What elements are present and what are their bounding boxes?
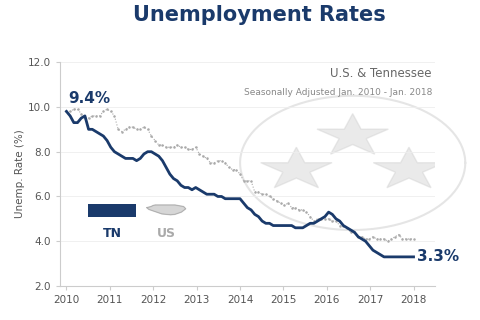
Text: 3.3%: 3.3%: [417, 249, 459, 264]
Polygon shape: [261, 147, 332, 188]
Polygon shape: [373, 147, 444, 188]
Y-axis label: Unemp. Rate (%): Unemp. Rate (%): [15, 130, 25, 219]
Polygon shape: [317, 114, 388, 154]
Text: 9.4%: 9.4%: [69, 91, 111, 106]
Text: Seasonally Adjusted Jan. 2010 - Jan. 2018: Seasonally Adjusted Jan. 2010 - Jan. 201…: [244, 88, 432, 97]
Text: TN: TN: [103, 227, 121, 240]
Text: Unemployment Rates: Unemployment Rates: [133, 5, 385, 25]
FancyBboxPatch shape: [88, 204, 136, 217]
Text: US: US: [157, 227, 176, 240]
Polygon shape: [147, 205, 186, 215]
Text: U.S. & Tennessee: U.S. & Tennessee: [331, 67, 432, 80]
